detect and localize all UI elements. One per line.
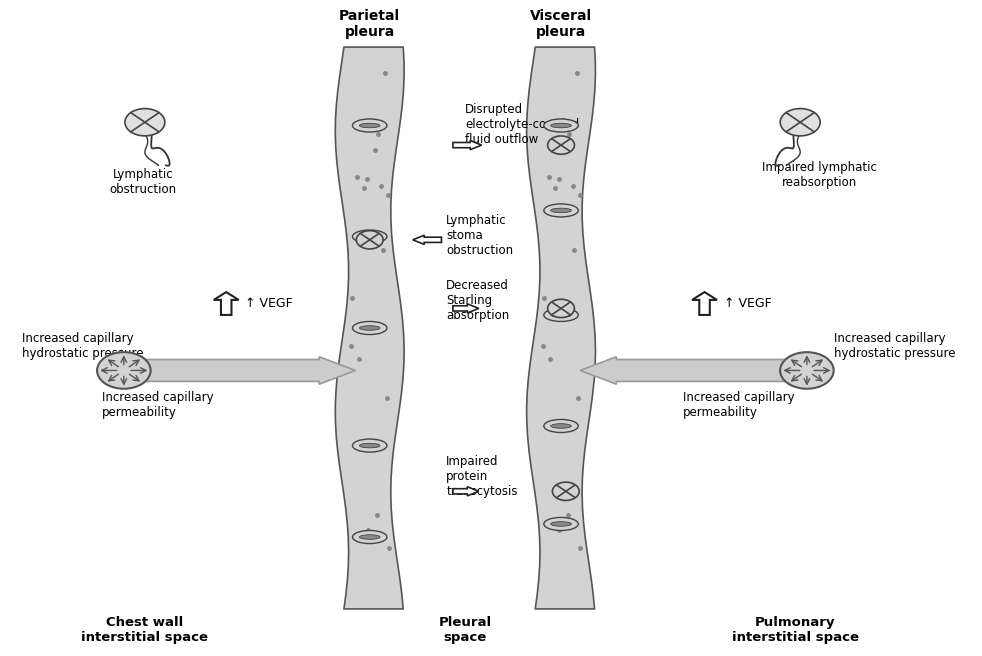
Ellipse shape	[359, 234, 380, 239]
Circle shape	[553, 482, 579, 501]
Ellipse shape	[544, 204, 578, 217]
Polygon shape	[692, 292, 717, 315]
Ellipse shape	[551, 123, 572, 128]
Circle shape	[356, 231, 383, 249]
Text: Impaired
protein
transcytosis: Impaired protein transcytosis	[446, 455, 518, 499]
Text: Parietal
pleura: Parietal pleura	[339, 9, 401, 39]
Text: Impaired lymphatic
reabsorption: Impaired lymphatic reabsorption	[762, 161, 877, 190]
Ellipse shape	[551, 313, 572, 318]
Text: Increased capillary
permeability: Increased capillary permeability	[682, 391, 794, 419]
Ellipse shape	[359, 443, 380, 448]
Ellipse shape	[551, 424, 572, 428]
Ellipse shape	[544, 119, 578, 132]
Text: ↑ VEGF: ↑ VEGF	[246, 297, 293, 310]
Text: Chest wall
interstitial space: Chest wall interstitial space	[82, 616, 208, 644]
Text: Pulmonary
interstitial space: Pulmonary interstitial space	[732, 616, 859, 644]
Ellipse shape	[551, 522, 572, 526]
Text: Lymphatic
stoma
obstruction: Lymphatic stoma obstruction	[446, 214, 514, 256]
Circle shape	[548, 299, 574, 318]
Polygon shape	[131, 357, 355, 384]
Circle shape	[781, 109, 820, 136]
Ellipse shape	[353, 531, 387, 544]
Polygon shape	[453, 487, 479, 496]
Ellipse shape	[353, 230, 387, 243]
Text: ↑ VEGF: ↑ VEGF	[724, 297, 772, 310]
Polygon shape	[335, 47, 405, 609]
Ellipse shape	[359, 123, 380, 128]
Ellipse shape	[359, 535, 380, 539]
Polygon shape	[580, 357, 800, 384]
Polygon shape	[453, 140, 481, 150]
Circle shape	[780, 352, 834, 389]
Text: Increased capillary
hydrostatic pressure: Increased capillary hydrostatic pressure	[834, 333, 955, 360]
Polygon shape	[526, 47, 595, 609]
Text: Increased capillary
permeability: Increased capillary permeability	[102, 391, 213, 419]
Ellipse shape	[353, 119, 387, 132]
Ellipse shape	[353, 321, 387, 335]
Text: Decreased
Starling
absorption: Decreased Starling absorption	[446, 279, 510, 322]
Circle shape	[125, 109, 165, 136]
Circle shape	[97, 352, 150, 389]
Ellipse shape	[544, 518, 578, 531]
Polygon shape	[412, 236, 442, 245]
Ellipse shape	[544, 419, 578, 432]
Ellipse shape	[551, 208, 572, 213]
Text: Increased capillary
hydrostatic pressure: Increased capillary hydrostatic pressure	[23, 333, 144, 360]
Polygon shape	[453, 304, 479, 313]
Text: Visceral
pleura: Visceral pleura	[530, 9, 592, 39]
Ellipse shape	[544, 308, 578, 321]
Text: Disrupted
electrolyte-coupled
fluid outflow: Disrupted electrolyte-coupled fluid outf…	[465, 102, 579, 146]
Circle shape	[548, 136, 574, 154]
Text: Lymphatic
obstruction: Lymphatic obstruction	[109, 168, 177, 196]
Ellipse shape	[353, 439, 387, 452]
Text: Pleural
space: Pleural space	[439, 616, 492, 644]
Polygon shape	[214, 292, 239, 315]
Ellipse shape	[359, 326, 380, 330]
